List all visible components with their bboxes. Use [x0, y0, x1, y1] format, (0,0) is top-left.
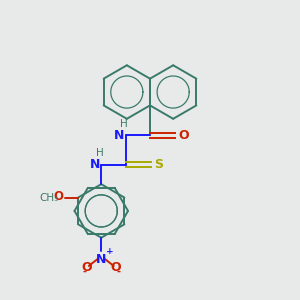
- Text: S: S: [154, 158, 164, 171]
- Text: N: N: [89, 158, 100, 171]
- Text: O: O: [53, 190, 63, 202]
- Text: CH₃: CH₃: [40, 193, 59, 202]
- Text: N: N: [96, 253, 106, 266]
- Text: O: O: [111, 261, 122, 274]
- Text: +: +: [106, 248, 114, 256]
- Text: -: -: [82, 267, 86, 277]
- Text: H: H: [96, 148, 103, 158]
- Text: O: O: [179, 129, 190, 142]
- Text: H: H: [120, 118, 128, 129]
- Text: O: O: [81, 261, 92, 274]
- Text: -: -: [116, 267, 121, 277]
- Text: N: N: [114, 129, 124, 142]
